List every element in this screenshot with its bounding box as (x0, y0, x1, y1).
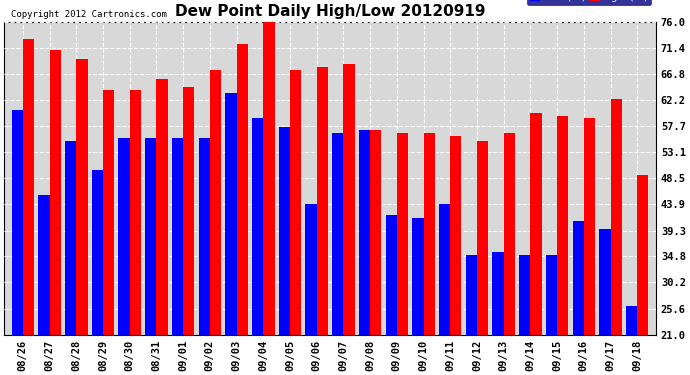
Bar (264, 22, 275, 375)
Bar (531, 113, 542, 375)
Bar (157, 79, 168, 375)
Bar (12, 110, 23, 375)
Bar (39, 195, 50, 375)
Bar (279, 127, 290, 375)
Bar (290, 70, 302, 375)
Bar (386, 215, 397, 375)
Bar (638, 176, 649, 375)
Bar (172, 138, 183, 375)
Bar (306, 204, 317, 375)
Bar (493, 252, 504, 375)
Bar (397, 133, 408, 375)
Bar (226, 93, 237, 375)
Bar (451, 135, 462, 375)
Bar (600, 230, 611, 375)
Text: Copyright 2012 Cartronics.com: Copyright 2012 Cartronics.com (10, 10, 166, 19)
Bar (65, 141, 77, 375)
Bar (424, 133, 435, 375)
Bar (466, 255, 477, 375)
Title: Dew Point Daily High/Low 20120919: Dew Point Daily High/Low 20120919 (175, 4, 485, 19)
Bar (183, 87, 195, 375)
Bar (210, 70, 221, 375)
Bar (145, 138, 157, 375)
Bar (370, 130, 382, 375)
Bar (519, 255, 531, 375)
Bar (557, 116, 569, 375)
Bar (611, 99, 622, 375)
Bar (119, 138, 130, 375)
Bar (477, 141, 489, 375)
Bar (504, 133, 515, 375)
Bar (77, 59, 88, 375)
Bar (332, 133, 344, 375)
Bar (237, 45, 248, 375)
Bar (317, 67, 328, 375)
Bar (439, 204, 451, 375)
Bar (130, 90, 141, 375)
Bar (252, 118, 264, 375)
Bar (626, 306, 638, 375)
Bar (573, 221, 584, 375)
Bar (359, 130, 370, 375)
Bar (413, 218, 424, 375)
Bar (50, 50, 61, 375)
Bar (23, 39, 34, 375)
Bar (546, 255, 557, 375)
Bar (103, 90, 115, 375)
Legend: Low  (°F), High  (°F): Low (°F), High (°F) (527, 0, 651, 5)
Bar (344, 64, 355, 375)
Bar (199, 138, 210, 375)
Bar (584, 118, 595, 375)
Bar (92, 170, 103, 375)
